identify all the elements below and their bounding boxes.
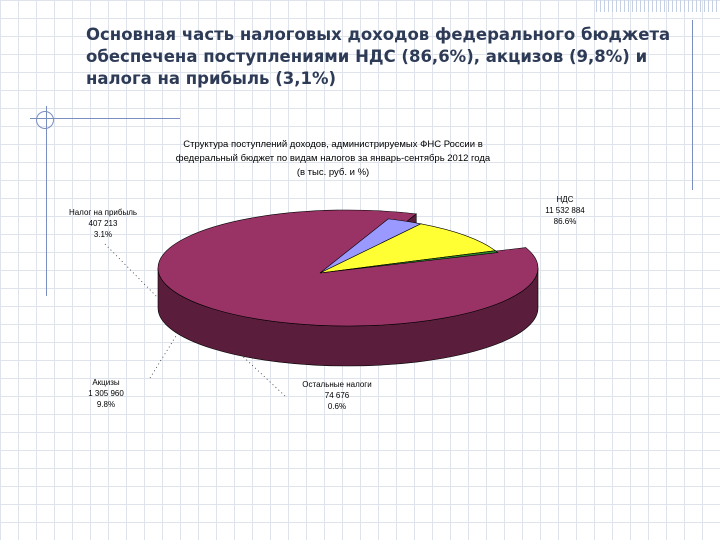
- slide-title: Основная часть налоговых доходов федерал…: [86, 24, 686, 90]
- chart-title-line: федеральный бюджет по видам налогов за я…: [175, 153, 491, 164]
- slice-percent: 9.8%: [96, 400, 116, 409]
- decorative-vertical-line-right: [692, 20, 693, 190]
- slice-name: Акцизы: [92, 378, 120, 387]
- slice-value: 1 305 960: [88, 389, 124, 398]
- corner-decoration: [596, 0, 720, 12]
- chart-title: Структура поступлений доходов, администр…: [118, 138, 548, 180]
- slide-title-line: обеспечена поступлениями НДС (86,6%), ак…: [86, 47, 648, 66]
- chart-title-line: (в тыс. руб. и %): [296, 167, 370, 178]
- slide-title-line: Основная часть налоговых доходов федерал…: [86, 25, 671, 44]
- pie-slice: [319, 223, 497, 274]
- slice-value: 407 213: [88, 219, 118, 228]
- slice-value: 11 532 884: [545, 206, 585, 215]
- decorative-vertical-line-left: [46, 106, 47, 296]
- leader-line: [104, 243, 161, 301]
- decorative-circle: [36, 111, 54, 129]
- slice-value: 74 676: [324, 391, 350, 400]
- slide-title-line: налога на прибыль (3,1%): [86, 69, 337, 88]
- slice-name: Налог на прибыль: [68, 208, 138, 217]
- data-label-nds: НДС 11 532 884 86.6%: [520, 194, 610, 227]
- slice-name: Остальные налоги: [302, 380, 372, 389]
- data-label-profit-tax: Налог на прибыль 407 213 3.1%: [48, 207, 158, 240]
- slice-name: НДС: [556, 195, 574, 204]
- leader-line: [149, 335, 177, 379]
- data-label-other-taxes: Остальные налоги 74 676 0.6%: [282, 379, 392, 412]
- leader-line: [235, 349, 286, 397]
- pie-slice: [319, 250, 499, 274]
- slice-percent: 0.6%: [327, 402, 347, 411]
- slice-percent: 86.6%: [553, 217, 577, 226]
- slice-percent: 3.1%: [93, 230, 113, 239]
- data-label-excise: Акцизы 1 305 960 9.8%: [66, 377, 146, 410]
- chart-title-line: Структура поступлений доходов, администр…: [183, 139, 483, 150]
- decorative-horizontal-line: [30, 118, 180, 119]
